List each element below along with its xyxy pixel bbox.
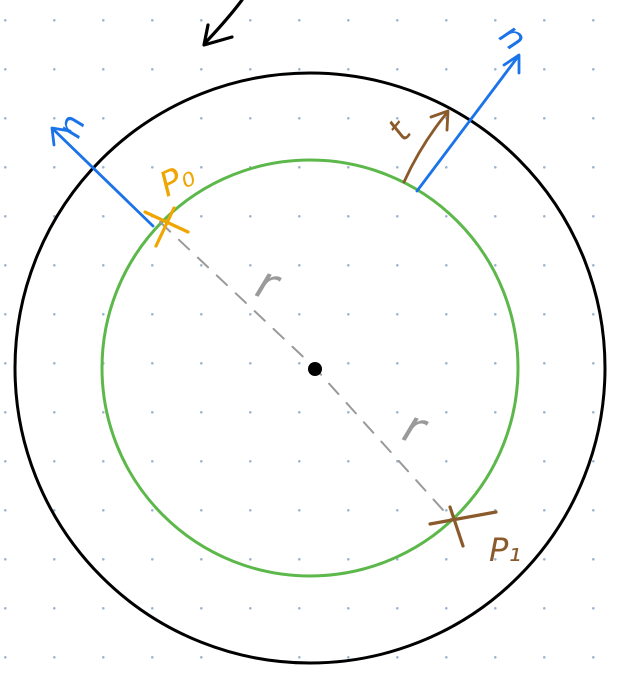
label-p1: P₁: [489, 531, 521, 569]
outer-circle: [13, 71, 607, 665]
curved-arrow-icon: [202, 0, 244, 47]
center-point: [308, 362, 322, 376]
inner-circle: [100, 158, 520, 578]
tangent-vector: [402, 109, 450, 184]
normal-vector-left: [50, 126, 155, 228]
point-p0-marker: [143, 206, 190, 248]
point-p1-marker: [428, 505, 498, 548]
normal-vector-right: [415, 53, 521, 193]
